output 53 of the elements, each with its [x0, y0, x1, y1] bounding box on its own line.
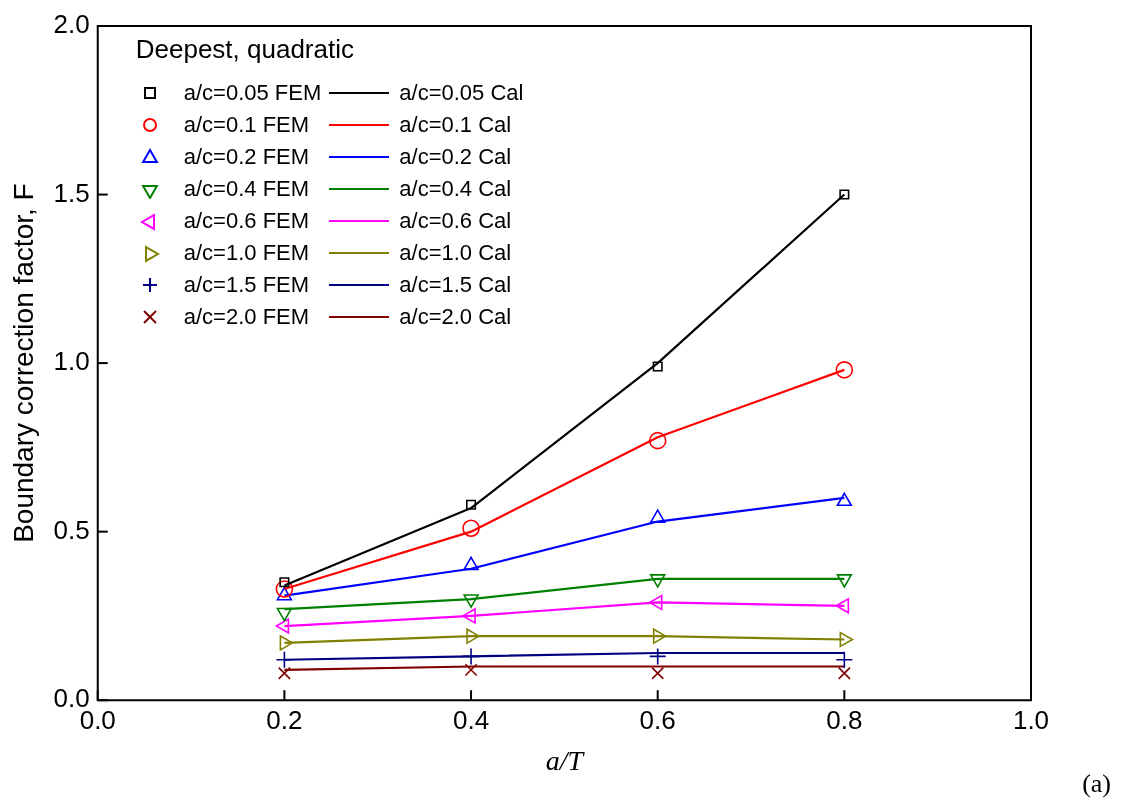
- point: [839, 189, 850, 200]
- point: [652, 361, 663, 372]
- point: [462, 647, 480, 666]
- x-tick-label: 0.2: [266, 704, 303, 735]
- y-tick-label: 2.0: [53, 9, 90, 40]
- point: [651, 666, 665, 680]
- point: [276, 607, 293, 622]
- point: [275, 650, 294, 669]
- point: [462, 519, 480, 538]
- legend-label: a/c=1.0 Cal: [399, 239, 512, 267]
- x-tick-label: 0.6: [639, 704, 676, 735]
- legend-label: a/c=0.05 FEM: [183, 79, 322, 107]
- legend-label: a/c=2.0 Cal: [399, 303, 512, 331]
- legend-label: a/c=0.2 FEM: [183, 143, 310, 171]
- point: [275, 618, 290, 634]
- legend-label: a/c=0.05 Cal: [399, 79, 524, 107]
- legend-label: a/c=0.2 Cal: [399, 143, 512, 171]
- point: [652, 628, 667, 644]
- legend-label: a/c=0.6 FEM: [183, 207, 310, 235]
- point: [279, 577, 290, 588]
- x-tick-label: 0.8: [826, 704, 863, 735]
- point: [463, 594, 479, 608]
- point: [648, 431, 667, 450]
- y-axis-title: Boundary correction factor, F: [7, 183, 39, 543]
- point: [835, 650, 854, 669]
- point: [275, 580, 294, 598]
- y-tick-label: 1.0: [53, 346, 90, 377]
- legend-label: a/c=2.0 FEM: [183, 303, 310, 331]
- legend-label: a/c=1.0 FEM: [183, 239, 310, 267]
- legend-label: a/c=0.1 FEM: [183, 111, 310, 139]
- legend-label: a/c=0.4 Cal: [399, 175, 512, 203]
- point: [835, 598, 850, 614]
- x-axis-title: a/T: [545, 744, 586, 776]
- point: [648, 647, 667, 666]
- point: [835, 361, 854, 379]
- x-tick-label: 1.0: [1012, 704, 1050, 735]
- point: [463, 556, 479, 571]
- point: [466, 499, 477, 510]
- legend-label: a/c=0.1 Cal: [399, 111, 512, 139]
- legend-label: a/c=0.4 FEM: [183, 175, 310, 203]
- legend-label: a/c=1.5 FEM: [183, 271, 310, 299]
- legend-label: a/c=1.5 Cal: [399, 271, 512, 299]
- text: (a): [1082, 769, 1111, 799]
- y-tick-label: 1.5: [53, 177, 90, 208]
- point: [836, 492, 853, 507]
- point: [466, 628, 480, 644]
- x-tick-label: 0.4: [452, 704, 490, 735]
- legend-title: Deepest, quadratic: [135, 34, 355, 65]
- point: [837, 666, 851, 680]
- point: [464, 663, 478, 677]
- legend-label: a/c=0.6 Cal: [399, 207, 512, 235]
- point: [277, 666, 291, 680]
- y-tick-label: 0.5: [53, 514, 90, 545]
